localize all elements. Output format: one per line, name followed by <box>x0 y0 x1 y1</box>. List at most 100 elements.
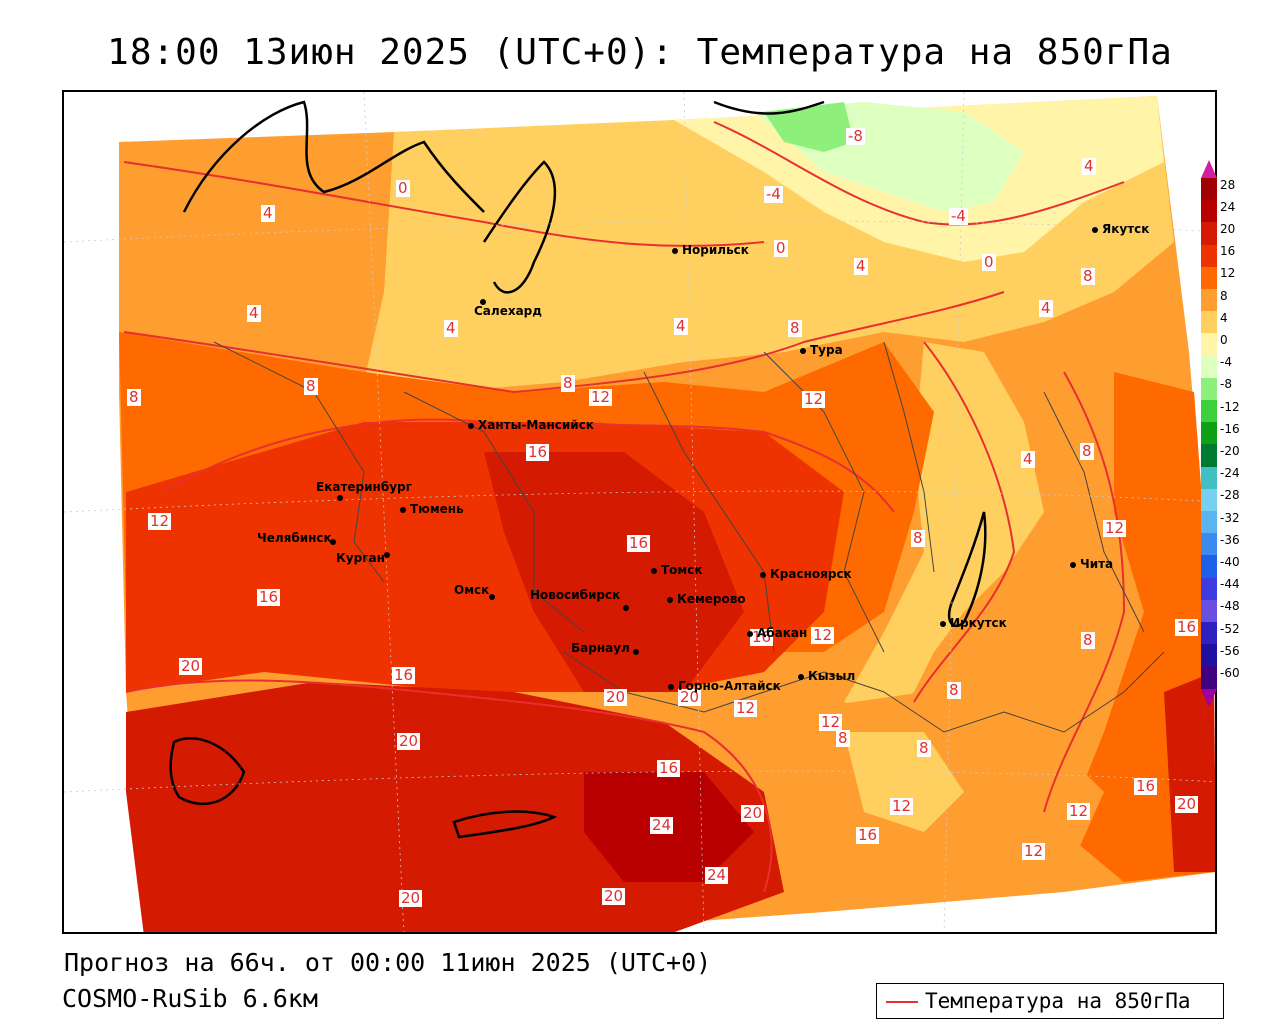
city-name: Кызыл <box>808 669 856 683</box>
city-dot-icon <box>940 620 946 627</box>
scale-segment <box>1201 222 1217 245</box>
city-name: Кемерово <box>677 592 746 606</box>
contour-label: 16 <box>627 534 651 552</box>
city-dot-icon <box>800 347 806 354</box>
contour-label: 24 <box>650 816 674 834</box>
contour-label: 16 <box>1175 618 1199 636</box>
scale-segment <box>1201 466 1217 489</box>
city-marker: Кызыл <box>798 669 855 683</box>
scale-tick-label: -32 <box>1220 510 1240 525</box>
scale-segment <box>1201 533 1217 556</box>
scale-segment <box>1201 355 1217 378</box>
city-marker: Чита <box>1070 557 1113 571</box>
scale-segment <box>1201 178 1217 201</box>
city-dot-icon <box>798 673 804 680</box>
scale-tick-label: -56 <box>1220 643 1240 658</box>
contour-label: 8 <box>836 729 850 747</box>
city-name: Красноярск <box>770 567 852 581</box>
city-marker <box>337 490 347 504</box>
contour-label: 8 <box>127 388 141 406</box>
city-dot-icon <box>1092 226 1098 233</box>
contour-label: 0 <box>396 179 410 197</box>
contour-label: 12 <box>148 512 172 530</box>
city-marker: Иркутск <box>940 616 1007 630</box>
scale-tick-label: 20 <box>1220 222 1236 237</box>
scale-tick-label: 4 <box>1220 310 1228 325</box>
contour-label: 0 <box>774 239 788 257</box>
contour-label: 8 <box>917 739 931 757</box>
contour-label: 4 <box>247 304 261 322</box>
city-marker: Тура <box>800 343 843 357</box>
city-dot-icon <box>384 551 390 558</box>
scale-tick-label: -60 <box>1220 666 1240 681</box>
contour-label: 20 <box>602 887 626 905</box>
scale-tick-label: -44 <box>1220 577 1240 592</box>
scale-segment <box>1201 577 1217 600</box>
city-dot-icon <box>623 604 629 611</box>
city-name: Тюмень <box>410 502 464 516</box>
contour-label: 16 <box>1134 777 1158 795</box>
contour-label: 4 <box>1021 450 1035 468</box>
contour-label: 12 <box>819 713 843 731</box>
city-name: Ханты-Мансийск <box>478 418 594 432</box>
contour-label: 4 <box>1082 157 1096 175</box>
city-dot-icon <box>747 630 753 637</box>
forecast-info: Прогноз на 66ч. от 00:00 11июн 2025 (UTC… <box>64 948 712 977</box>
city-dot-icon <box>651 567 657 574</box>
contour-label: -4 <box>949 207 968 225</box>
contour-label: 20 <box>179 657 203 675</box>
scale-tick-label: -16 <box>1220 421 1240 436</box>
city-dot-icon <box>667 596 673 603</box>
city-marker: Горно-Алтайск <box>668 679 781 693</box>
city-marker <box>489 589 499 603</box>
city-name: Тура <box>810 343 843 357</box>
city-name: Норильск <box>682 243 749 257</box>
scale-segment <box>1201 599 1217 622</box>
contour-label: 20 <box>399 889 423 907</box>
contour-label: 8 <box>1081 631 1095 649</box>
scale-tick-label: -36 <box>1220 532 1240 547</box>
scale-segment <box>1201 311 1217 334</box>
contour-label: 12 <box>1067 802 1091 820</box>
scale-segment <box>1201 200 1217 223</box>
contour-line-swatch <box>886 1001 918 1003</box>
scale-tick-label: 16 <box>1220 244 1236 259</box>
scale-tick-label: -20 <box>1220 444 1240 459</box>
zone-east-deepred <box>1164 672 1215 872</box>
city-dot-icon <box>633 648 639 655</box>
zone-mongolia-yellow <box>844 732 964 832</box>
scale-segment <box>1201 622 1217 645</box>
contour-label: 16 <box>657 759 681 777</box>
city-dot-icon <box>400 506 406 513</box>
scale-tick-label: 24 <box>1220 199 1236 214</box>
contour-label: 4 <box>854 257 868 275</box>
city-label: Екатеринбург <box>316 480 412 494</box>
city-marker: Норильск <box>672 243 749 257</box>
city-marker <box>633 644 643 658</box>
map-title: 18:00 13июн 2025 (UTC+0): Температура на… <box>107 32 1173 73</box>
scale-segment <box>1201 666 1217 689</box>
contour-label: 12 <box>811 626 835 644</box>
scale-segment <box>1201 377 1217 400</box>
scale-segment <box>1201 444 1217 467</box>
scale-tick-label: -40 <box>1220 555 1240 570</box>
contour-label: 12 <box>1022 842 1046 860</box>
city-marker: Ханты-Мансийск <box>468 418 594 432</box>
city-name: Иркутск <box>950 616 1007 630</box>
temperature-map: -8 -4 -4 0 0 0 4 4 4 4 4 4 4 4 8 8 8 8 8… <box>62 90 1217 934</box>
scale-tick-label: 0 <box>1220 333 1228 348</box>
contour-label: 12 <box>890 797 914 815</box>
contour-label: 4 <box>444 319 458 337</box>
scale-tick-label: -28 <box>1220 488 1240 503</box>
scale-tick-label: -4 <box>1220 355 1232 370</box>
contour-label: -4 <box>764 185 783 203</box>
contour-label: 16 <box>392 666 416 684</box>
coastlines <box>169 100 987 839</box>
contour-label: 16 <box>257 588 281 606</box>
city-marker: Кемерово <box>667 592 746 606</box>
contour-label: 20 <box>678 688 702 706</box>
city-dot-icon <box>468 422 474 429</box>
legend-label: Температура на 850гПа <box>925 989 1191 1013</box>
contour-label: 8 <box>1080 442 1094 460</box>
city-label: Новосибирск <box>530 588 621 602</box>
